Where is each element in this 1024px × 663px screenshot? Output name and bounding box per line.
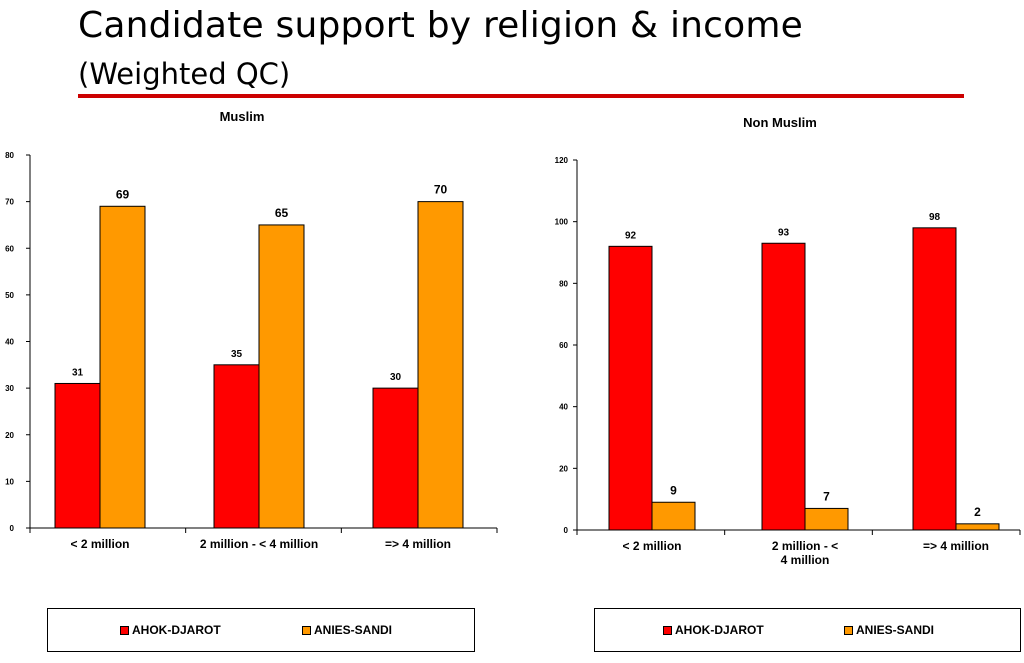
legend-muslim: AHOK-DJAROT ANIES-SANDI xyxy=(47,608,475,652)
legend-label-ahok: AHOK-DJAROT xyxy=(675,623,764,637)
legend-entry-ahok: AHOK-DJAROT xyxy=(120,623,221,637)
muslim-bar-anies xyxy=(258,224,305,529)
muslim-data-label-ahok: 31 xyxy=(72,367,84,378)
title-underline xyxy=(78,94,964,98)
non-muslim-bar-ahok xyxy=(761,242,806,531)
non-muslim-data-label-ahok: 98 xyxy=(929,212,941,223)
muslim-bar-anies xyxy=(417,201,464,529)
legend-label-anies: ANIES-SANDI xyxy=(314,623,393,637)
muslim-y-tick-label: 80 xyxy=(5,151,14,160)
legend-entry-anies: ANIES-SANDI xyxy=(302,623,392,637)
muslim-bar-ahok xyxy=(213,364,260,529)
legend-non-muslim: AHOK-DJAROT ANIES-SANDI xyxy=(594,608,1021,652)
non-muslim-bar-ahok xyxy=(608,245,653,531)
muslim-data-label-anies: 70 xyxy=(434,183,448,197)
legend-label-anies: ANIES-SANDI xyxy=(856,623,935,637)
non-muslim-y-tick-label: 40 xyxy=(559,403,568,412)
muslim-y-tick-label: 40 xyxy=(5,338,14,347)
non-muslim-data-label-ahok: 92 xyxy=(625,230,637,241)
muslim-data-label-anies: 65 xyxy=(275,206,289,220)
muslim-category-label: 2 million - < 4 million xyxy=(200,537,318,551)
legend-swatch-ahok xyxy=(120,625,129,635)
non-muslim-chart-title: Non Muslim xyxy=(743,115,817,130)
muslim-y-tick-label: 70 xyxy=(5,198,14,207)
muslim-data-label-ahok: 30 xyxy=(390,372,402,383)
muslim-bar-ahok xyxy=(54,382,101,529)
muslim-bar-anies xyxy=(99,205,146,529)
non-muslim-y-tick-label: 100 xyxy=(555,218,569,227)
legend-swatch-anies xyxy=(844,625,853,635)
non-muslim-data-label-anies: 9 xyxy=(670,483,677,497)
legend-swatch-ahok xyxy=(663,625,672,635)
non-muslim-y-tick-label: 20 xyxy=(559,464,568,473)
non-muslim-y-tick-label: 0 xyxy=(564,526,569,535)
slide-subtitle: (Weighted QC) xyxy=(78,57,291,91)
non-muslim-category-label: => 4 million xyxy=(923,539,989,553)
non-muslim-y-tick-label: 80 xyxy=(559,279,568,288)
muslim-category-label: => 4 million xyxy=(385,537,451,551)
non-muslim-y-tick-label: 120 xyxy=(555,156,569,165)
non-muslim-bar-ahok xyxy=(912,227,957,531)
muslim-data-label-ahok: 35 xyxy=(231,349,243,360)
non-muslim-data-label-ahok: 93 xyxy=(778,227,790,238)
non-muslim-bar-anies xyxy=(651,501,696,531)
legend-label-ahok: AHOK-DJAROT xyxy=(132,623,221,637)
muslim-y-tick-label: 20 xyxy=(5,431,14,440)
non-muslim-category-label: < 2 million xyxy=(622,539,681,553)
non-muslim-bar-anies xyxy=(955,523,1000,531)
muslim-category-label: < 2 million xyxy=(70,537,129,551)
non-muslim-bar-anies xyxy=(804,507,849,531)
legend-entry-ahok: AHOK-DJAROT xyxy=(663,623,764,637)
muslim-y-tick-label: 60 xyxy=(5,244,14,253)
muslim-bar-ahok xyxy=(372,387,419,529)
slide-title: Candidate support by religion & income xyxy=(78,5,804,46)
non-muslim-category-label: 2 million - <4 million xyxy=(772,539,838,567)
muslim-chart-title: Muslim xyxy=(220,109,265,124)
muslim-y-tick-label: 10 xyxy=(5,477,14,486)
muslim-y-tick-label: 0 xyxy=(10,524,15,533)
legend-entry-anies: ANIES-SANDI xyxy=(844,623,934,637)
muslim-y-tick-label: 30 xyxy=(5,384,14,393)
muslim-y-tick-label: 50 xyxy=(5,291,14,300)
non-muslim-data-label-anies: 2 xyxy=(974,505,981,519)
muslim-data-label-anies: 69 xyxy=(116,187,130,201)
non-muslim-y-tick-label: 60 xyxy=(559,341,568,350)
non-muslim-data-label-anies: 7 xyxy=(823,489,830,503)
legend-swatch-anies xyxy=(302,625,311,635)
